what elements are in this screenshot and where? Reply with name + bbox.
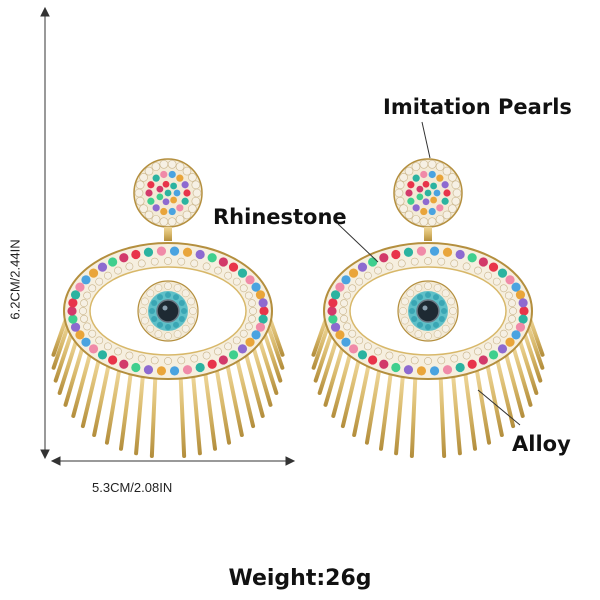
width-dimension-line bbox=[50, 456, 296, 466]
callout-leaders bbox=[337, 121, 521, 426]
callout-alloy: Alloy bbox=[512, 432, 571, 456]
earring-right bbox=[311, 158, 545, 459]
earring-left bbox=[51, 158, 285, 459]
height-dimension-line bbox=[40, 6, 50, 460]
callout-imitation-pearls: Imitation Pearls bbox=[383, 95, 572, 119]
callout-rhinestone: Rhinestone bbox=[213, 205, 347, 229]
width-dimension-label: 5.3CM/2.08IN bbox=[92, 480, 173, 495]
weight-label: Weight:26g bbox=[228, 566, 372, 591]
height-dimension-label: 6.2CM/2.44IN bbox=[7, 239, 23, 320]
